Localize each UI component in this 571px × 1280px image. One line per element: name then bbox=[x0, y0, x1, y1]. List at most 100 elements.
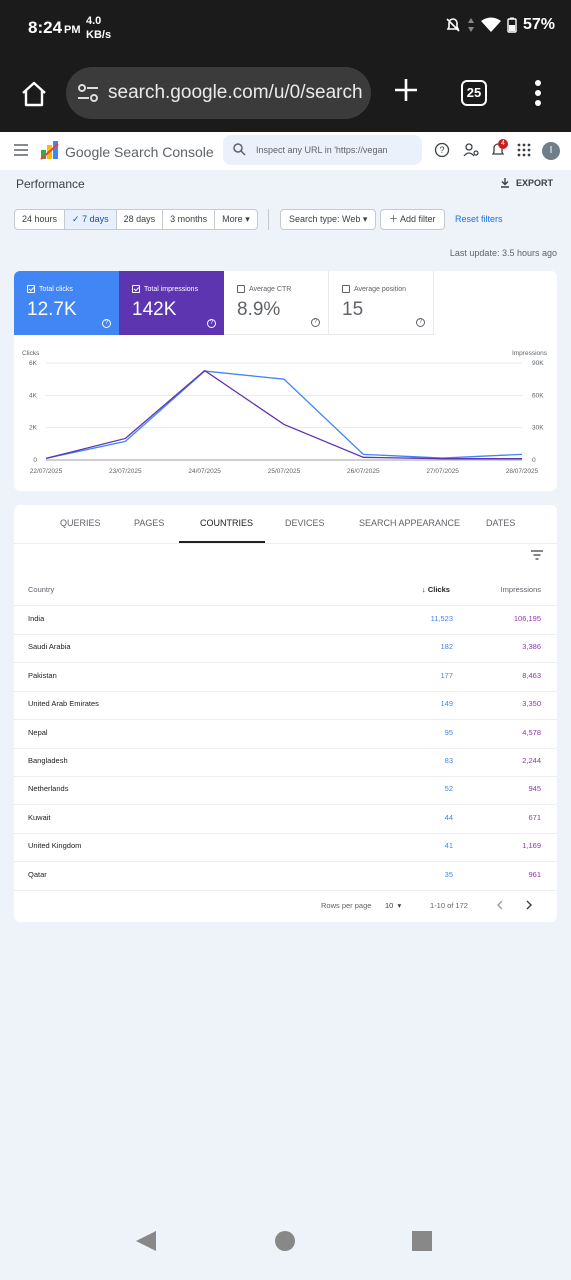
y-right-tick-label: 30K bbox=[532, 425, 544, 432]
date-option-3m[interactable]: 3 months bbox=[163, 210, 216, 229]
svg-text:?: ? bbox=[439, 145, 444, 155]
home-nav-icon[interactable] bbox=[275, 1231, 295, 1251]
clicks-cell: 83 bbox=[444, 756, 453, 765]
checkbox-icon[interactable] bbox=[132, 285, 140, 293]
search-console-logo-icon bbox=[40, 141, 59, 160]
avatar[interactable]: I bbox=[542, 142, 560, 160]
country-cell[interactable]: Kuwait bbox=[28, 812, 51, 822]
series-line-clicks bbox=[45, 370, 523, 460]
country-cell[interactable]: Qatar bbox=[28, 869, 47, 879]
tab-switcher-button[interactable]: 25 bbox=[461, 80, 487, 106]
y-left-tick-label: 6K bbox=[29, 360, 38, 367]
product-title[interactable]: Google Search Console bbox=[65, 144, 214, 160]
clicks-cell: 11,523 bbox=[430, 614, 453, 623]
checkbox-icon[interactable] bbox=[342, 285, 350, 293]
country-cell[interactable]: Nepal bbox=[28, 727, 48, 737]
impressions-cell: 2,244 bbox=[522, 756, 541, 765]
impressions-cell: 3,386 bbox=[522, 642, 541, 652]
tab-search-appearance[interactable]: SEARCH APPEARANCE bbox=[359, 518, 461, 528]
divider bbox=[14, 804, 557, 806]
date-option-28d[interactable]: 28 days bbox=[117, 210, 164, 229]
country-cell[interactable]: Bangladesh bbox=[28, 756, 68, 765]
report-card bbox=[14, 505, 557, 922]
address-bar[interactable]: search.google.com/u/0/search bbox=[66, 67, 371, 119]
help-icon[interactable]: ? bbox=[434, 142, 450, 158]
url-text[interactable]: search.google.com/u/0/search bbox=[108, 82, 363, 103]
metric-total-clicks[interactable]: Total clicks 12.7K ? bbox=[14, 271, 119, 335]
manage-users-icon[interactable] bbox=[463, 142, 479, 158]
site-settings-icon[interactable] bbox=[76, 81, 100, 105]
country-cell[interactable]: Saudi Arabia bbox=[28, 642, 71, 652]
inspect-placeholder[interactable]: Inspect any URL in 'https://vegan bbox=[256, 145, 388, 155]
export-button[interactable]: EXPORT bbox=[500, 178, 553, 188]
date-option-24h[interactable]: 24 hours bbox=[15, 210, 66, 229]
tab-queries[interactable]: QUERIES bbox=[60, 518, 101, 528]
tab-devices[interactable]: DEVICES bbox=[285, 518, 325, 528]
page-title: Performance bbox=[16, 177, 85, 191]
date-option-7d[interactable]: ✓ 7 days bbox=[65, 210, 117, 229]
chevron-left-icon[interactable] bbox=[496, 900, 504, 910]
search-type-filter[interactable]: Search type: Web ▾ bbox=[280, 209, 377, 230]
clicks-cell: 44 bbox=[444, 812, 453, 822]
column-header-country[interactable]: Country bbox=[28, 585, 55, 594]
help-icon[interactable]: ? bbox=[102, 319, 111, 328]
x-tick-label: 24/07/2025 bbox=[188, 468, 221, 475]
clock: 8:24 PM bbox=[28, 18, 81, 37]
data-arrows-icon bbox=[467, 18, 474, 32]
divider bbox=[14, 889, 557, 891]
column-header-clicks[interactable]: ↓ Clicks bbox=[422, 585, 450, 594]
home-icon[interactable] bbox=[20, 80, 48, 108]
more-vert-icon[interactable] bbox=[528, 78, 548, 108]
rows-per-page-select[interactable]: 10 ▾ bbox=[385, 901, 402, 910]
divider bbox=[268, 209, 269, 230]
metric-average-position[interactable]: Average position 15 ? bbox=[329, 271, 434, 335]
divider bbox=[14, 776, 557, 777]
country-cell[interactable]: United Kingdom bbox=[28, 841, 82, 851]
divider bbox=[14, 719, 557, 721]
impressions-cell: 961 bbox=[528, 869, 541, 879]
help-icon[interactable]: ? bbox=[311, 318, 320, 327]
sort-arrow-icon: ↓ bbox=[422, 585, 426, 594]
country-cell[interactable]: United Arab Emirates bbox=[28, 699, 99, 709]
filter-list-icon[interactable] bbox=[531, 550, 543, 560]
country-cell[interactable]: Pakistan bbox=[28, 670, 57, 680]
checkbox-icon[interactable] bbox=[237, 285, 245, 293]
divider bbox=[14, 861, 557, 863]
download-icon bbox=[501, 178, 509, 188]
reset-filters-link[interactable]: Reset filters bbox=[455, 214, 503, 224]
tab-pages[interactable]: PAGES bbox=[134, 518, 165, 528]
help-icon[interactable]: ? bbox=[416, 318, 425, 327]
metric-average-ctr[interactable]: Average CTR 8.9% ? bbox=[224, 271, 329, 335]
recents-icon[interactable] bbox=[412, 1231, 432, 1251]
divider bbox=[14, 690, 557, 692]
clicks-cell: 41 bbox=[444, 841, 453, 851]
tab-countries[interactable]: COUNTRIES bbox=[200, 518, 254, 528]
impressions-cell: 106,195 bbox=[513, 614, 541, 623]
help-icon[interactable]: ? bbox=[207, 319, 216, 328]
performance-chart: Clicks Impressions 6K 90K 4K 60K 2K 30K 0 0 22/07/… bbox=[22, 350, 548, 475]
new-tab-icon[interactable] bbox=[392, 76, 420, 104]
tab-dates[interactable]: DATES bbox=[486, 518, 516, 528]
url-inspection-search[interactable]: Inspect any URL in 'https://vegan bbox=[223, 135, 422, 165]
metric-total-impressions[interactable]: Total impressions 142K ? bbox=[119, 271, 224, 335]
impressions-cell: 8,463 bbox=[522, 670, 541, 680]
notification-badge: 4 bbox=[498, 139, 508, 149]
country-cell[interactable]: India bbox=[28, 614, 45, 623]
column-header-impressions[interactable]: Impressions bbox=[500, 585, 541, 594]
date-option-more[interactable]: More ▾ bbox=[222, 214, 250, 224]
y-right-tick-label: 90K bbox=[532, 360, 544, 367]
browser-toolbar: search.google.com/u/0/search 25 bbox=[0, 56, 571, 132]
impressions-cell: 4,578 bbox=[522, 727, 541, 737]
chevron-right-icon[interactable] bbox=[525, 900, 533, 910]
menu-icon[interactable] bbox=[14, 144, 28, 156]
country-cell[interactable]: Netherlands bbox=[28, 784, 69, 794]
active-tab-indicator bbox=[179, 541, 265, 543]
checkbox-icon[interactable] bbox=[27, 285, 35, 293]
clicks-cell: 95 bbox=[444, 727, 453, 737]
back-icon[interactable] bbox=[135, 1230, 157, 1252]
impressions-cell: 3,350 bbox=[522, 699, 541, 709]
apps-grid-icon[interactable] bbox=[516, 142, 532, 158]
add-filter-button[interactable]: ＋ Add filter bbox=[380, 209, 445, 230]
battery-icon bbox=[507, 17, 517, 33]
clicks-cell: 149 bbox=[440, 699, 453, 709]
